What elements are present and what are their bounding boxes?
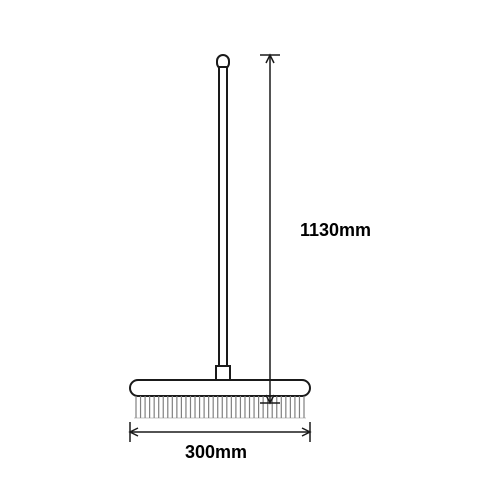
- diagram-canvas: 1130mm 300mm: [0, 0, 500, 500]
- height-dimension-label: 1130mm: [300, 220, 371, 241]
- broom-drawing: [0, 0, 500, 500]
- width-dimension-label: 300mm: [185, 442, 247, 463]
